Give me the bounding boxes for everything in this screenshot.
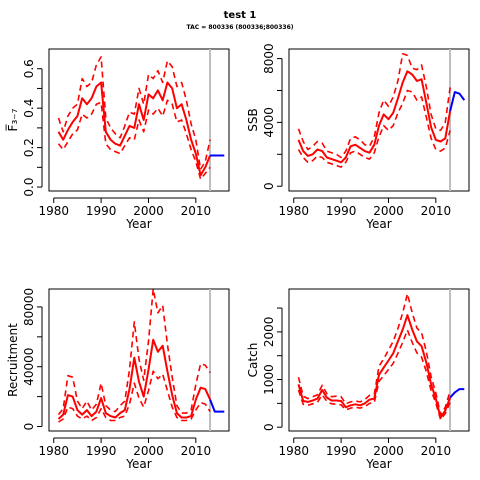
ssb-x-tick-label: 1980 xyxy=(278,204,309,218)
ssb-estimate-line xyxy=(297,70,452,164)
catch-x-tick-label: 2010 xyxy=(421,444,452,458)
recruitment-x-tick-label: 1980 xyxy=(38,444,69,458)
recruitment-lower-line xyxy=(58,370,211,423)
ssb-y-tick-label: 8000 xyxy=(262,43,276,74)
recruitment-y-tick-label: 80000 xyxy=(22,288,36,326)
fbar-x-tick-label: 1980 xyxy=(38,204,69,218)
ssb-y-tick-label: 0 xyxy=(262,182,276,190)
ssb-x-axis-label: Year xyxy=(365,217,391,231)
catch-projection-line xyxy=(449,388,465,399)
recruitment-projection-line xyxy=(209,399,225,413)
fbar-x-axis-label: Year xyxy=(125,217,151,231)
fbar-x-tick-label: 2000 xyxy=(133,204,164,218)
fbar-estimate-line xyxy=(57,81,212,177)
ssb-y-axis-label: SSB xyxy=(246,108,260,131)
ssb-x-tick-label: 2000 xyxy=(373,204,404,218)
fbar-x-tick-label: 2010 xyxy=(181,204,212,218)
catch-x-tick-label: 1990 xyxy=(326,444,357,458)
catch-y-axis-label: Catch xyxy=(246,343,260,378)
ssb-plot-frame xyxy=(288,48,470,192)
catch-x-axis-label: Year xyxy=(365,457,391,471)
recruitment-y-tick-label: 40000 xyxy=(22,348,36,386)
recruitment-x-tick-label: 1990 xyxy=(86,444,117,458)
fbar-x-tick-label: 1990 xyxy=(86,204,117,218)
catch-lower-line xyxy=(297,329,451,421)
fbar-y-tick-label: 0.2 xyxy=(22,138,36,157)
recruitment-y-axis-label: Recruitment xyxy=(6,323,20,397)
fbar-lower-line xyxy=(57,99,211,180)
fbar-y-axis-label: F̅₃₋₇ xyxy=(5,108,20,131)
catch-y-tick-label: 1000 xyxy=(262,364,276,395)
recruitment-y-tick-label: 0 xyxy=(22,423,36,431)
recruitment-x-tick-label: 2010 xyxy=(181,444,212,458)
fbar-y-tick-label: 0.0 xyxy=(22,178,36,197)
ssb-x-tick-label: 1990 xyxy=(326,204,357,218)
fbar-plot-frame xyxy=(48,48,230,192)
catch-upper-line xyxy=(297,292,451,416)
catch-x-tick-label: 2000 xyxy=(373,444,404,458)
catch-x-tick-label: 1980 xyxy=(278,444,309,458)
catch-estimate-line xyxy=(297,314,452,419)
fbar-upper-line xyxy=(57,56,211,171)
ssb-projection-line xyxy=(449,91,466,112)
fbar-y-tick-label: 0.6 xyxy=(22,59,36,78)
ssb-y-tick-label: 4000 xyxy=(262,107,276,138)
chart-subtitle: TAC = 800336 (800336;800336) xyxy=(186,24,294,31)
recruitment-x-axis-label: Year xyxy=(125,457,151,471)
chart-title: test 1 xyxy=(223,10,257,21)
recruitment-plot-frame xyxy=(48,288,230,432)
ssb-lower-line xyxy=(297,89,451,168)
recruitment-x-tick-label: 2000 xyxy=(133,444,164,458)
catch-y-tick-label: 0 xyxy=(262,423,276,431)
catch-plot-frame xyxy=(288,288,470,432)
ssb-x-tick-label: 2010 xyxy=(421,204,452,218)
catch-y-tick-label: 2000 xyxy=(262,317,276,348)
fbar-y-tick-label: 0.4 xyxy=(22,99,36,118)
ssb-upper-line xyxy=(297,52,451,159)
recruitment-estimate-line xyxy=(57,338,212,420)
recruitment-upper-line xyxy=(57,288,211,416)
